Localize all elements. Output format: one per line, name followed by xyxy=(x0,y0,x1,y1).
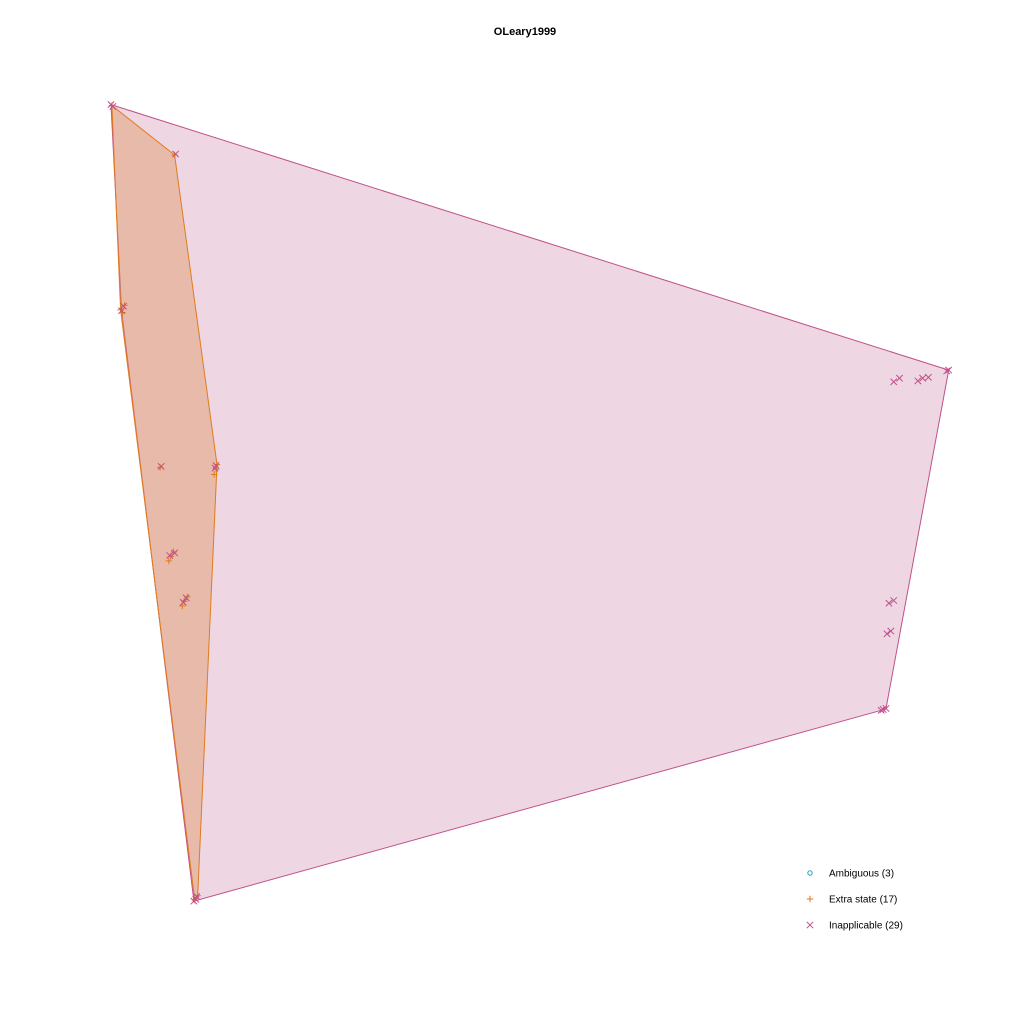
legend-label-inapplicable: Inapplicable (29) xyxy=(829,921,903,932)
legend-marker-inapplicable xyxy=(806,921,814,929)
points-layer xyxy=(107,101,953,905)
legend-marker-extra xyxy=(806,895,814,903)
point-inapplicable xyxy=(890,378,898,386)
legend-marker-ambiguous xyxy=(807,870,813,876)
point-extra xyxy=(210,471,218,478)
point-inapplicable xyxy=(109,102,117,110)
point-inapplicable xyxy=(883,630,891,638)
point-extra xyxy=(165,557,173,565)
point-inapplicable xyxy=(914,377,922,385)
point-inapplicable xyxy=(943,367,951,375)
point-inapplicable xyxy=(119,302,128,310)
point-inapplicable xyxy=(171,549,179,557)
point-inapplicable xyxy=(887,627,895,635)
point-inapplicable xyxy=(157,462,165,470)
point-inapplicable xyxy=(924,373,933,381)
point-inapplicable xyxy=(919,374,927,382)
point-inapplicable xyxy=(945,366,953,374)
chart-title: OLeary1999 xyxy=(494,26,556,38)
point-inapplicable xyxy=(118,307,126,315)
point-inapplicable xyxy=(895,374,904,382)
point-inapplicable xyxy=(166,551,174,560)
legend-label-ambiguous: Ambiguous (3) xyxy=(829,869,894,880)
point-inapplicable xyxy=(877,706,885,714)
point-inapplicable xyxy=(172,150,180,158)
point-inapplicable xyxy=(192,895,200,903)
point-inapplicable xyxy=(179,598,187,606)
legend-label-extra: Extra state (17) xyxy=(829,895,897,906)
point-inapplicable xyxy=(182,594,190,602)
legend: Ambiguous (3) Extra state (17) Inapplicabl… xyxy=(806,869,903,932)
hull-inapplicable xyxy=(110,103,950,902)
point-inapplicable xyxy=(212,461,220,470)
point-inapplicable xyxy=(879,705,887,713)
hull-layer xyxy=(110,103,950,902)
point-inapplicable xyxy=(885,599,893,607)
point-inapplicable xyxy=(890,596,898,605)
